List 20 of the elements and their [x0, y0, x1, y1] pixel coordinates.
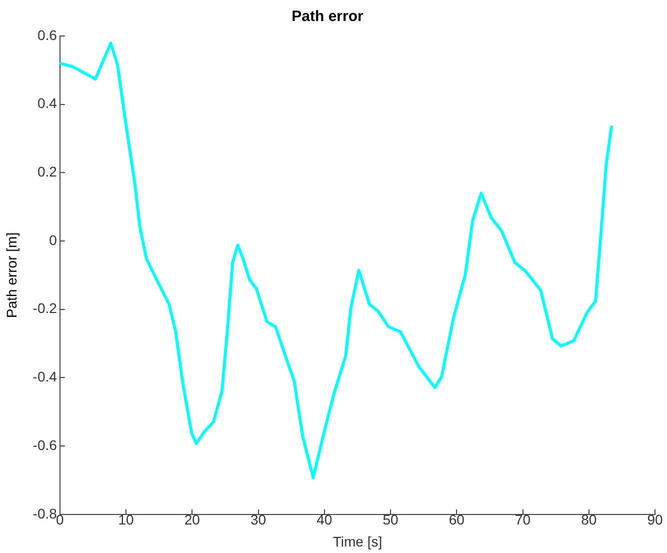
- x-axis-title: Time [s]: [332, 533, 382, 550]
- x-tick-label: 70: [514, 512, 531, 528]
- x-tick-label: 90: [647, 512, 663, 528]
- y-tick-label: 0: [49, 232, 58, 248]
- y-tick-label: -0.6: [32, 436, 58, 453]
- y-tick-label: -0.8: [32, 505, 58, 522]
- x-tick-label: 20: [184, 512, 200, 528]
- x-tick-label: 60: [448, 512, 465, 528]
- x-tick-label: 50: [382, 512, 399, 528]
- x-tick-label: 40: [316, 512, 332, 528]
- y-tick-label: 0.2: [37, 164, 58, 180]
- y-tick-label: 0.4: [37, 95, 58, 112]
- x-tick-label: 10: [118, 512, 134, 528]
- x-tick-label: 30: [250, 512, 266, 528]
- x-tick-label: 80: [581, 512, 597, 528]
- y-tick-label: -0.2: [32, 300, 58, 316]
- y-tick-label: -0.4: [32, 368, 58, 385]
- y-tick-label: 0.6: [37, 26, 58, 43]
- y-axis-title: Path error [m]: [3, 232, 20, 318]
- chart-title: Path error: [292, 8, 364, 26]
